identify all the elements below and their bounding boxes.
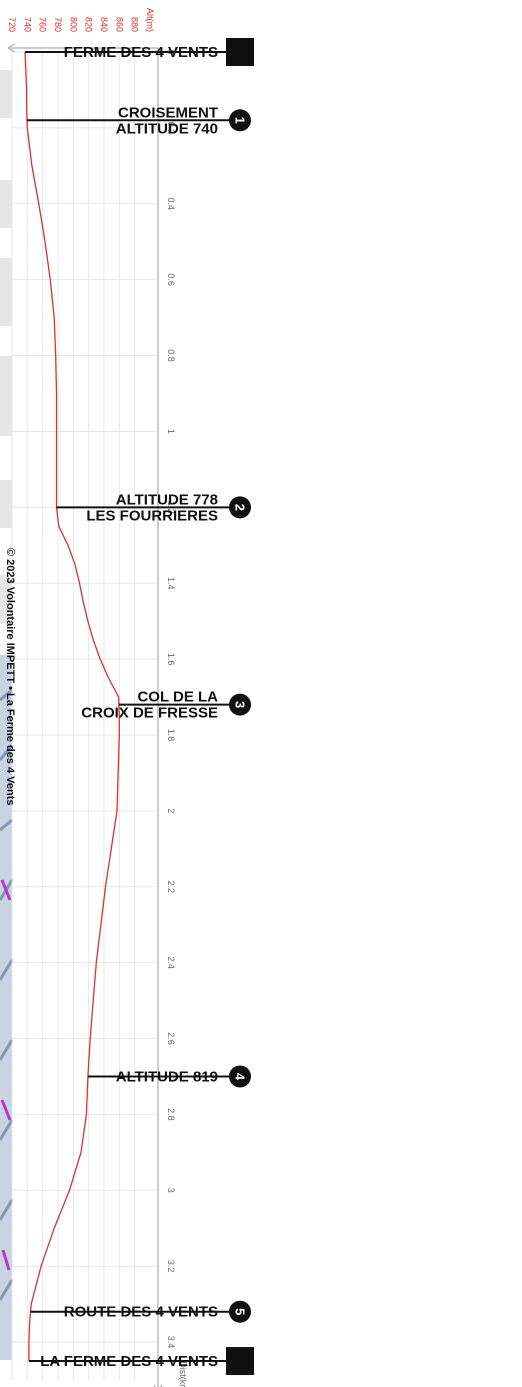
waypoint-circle-marker — [229, 496, 251, 519]
x-tick-label: 0.6 — [166, 273, 176, 286]
waypoint-number: 1 — [233, 117, 248, 124]
x-tick-label: 2.6 — [166, 1032, 176, 1045]
waypoint-label: ALTITUDE 778 — [116, 491, 218, 508]
y-axis-arrow — [7, 43, 16, 53]
x-tick-label: 3 — [166, 1188, 176, 1193]
waypoint-label: CROISEMENT — [118, 104, 218, 121]
chart-axes — [7, 43, 163, 1387]
waypoint-number: 3 — [233, 701, 248, 708]
x-tick-label: 2.4 — [166, 956, 176, 969]
y-tick-label: 720 — [7, 17, 17, 32]
x-tick-label: 1 — [166, 429, 176, 434]
waypoint-label: ROUTE DES 4 VENTS — [64, 1304, 218, 1321]
waypoint-circle-marker — [229, 693, 251, 716]
waypoint-wp5: 5 ROUTE DES 4 VENTS — [30, 1300, 251, 1323]
waypoint-label: ALTITUDE 819 — [116, 1068, 218, 1085]
map-fragment-box — [0, 356, 12, 436]
y-tick-label: 860 — [114, 17, 124, 32]
waypoint-number: 4 — [233, 1073, 248, 1081]
waypoint-label: FERME DES 4 VENTS — [64, 44, 218, 61]
x-axis-title: Dist(km) — [178, 1361, 188, 1387]
elevation-profile-line — [24, 51, 120, 1361]
waypoint-circle-marker — [229, 1300, 251, 1323]
waypoint-label: CROIX DE FRESSE — [81, 705, 218, 722]
x-tick-label: 2.2 — [166, 880, 176, 893]
waypoint-label: LES FOURRIERES — [86, 507, 218, 524]
x-axis-arrow — [153, 1384, 163, 1387]
x-tick-label: 0.2 — [166, 122, 176, 135]
chart-tick-labels: 00.20.40.60.811.21.41.61.822.22.42.62.83… — [7, 8, 188, 1387]
y-tick-label: 760 — [38, 17, 48, 32]
waypoint-wp4: 4 ALTITUDE 819 — [87, 1065, 251, 1088]
waypoint-number: 2 — [233, 504, 248, 511]
y-tick-label: 740 — [22, 17, 32, 32]
waypoint-number: 5 — [233, 1308, 248, 1315]
x-tick-label: 1.4 — [166, 577, 176, 590]
waypoint-start: FERME DES 4 VENTS — [25, 38, 254, 66]
y-axis-title: Alt(m) — [145, 8, 155, 32]
copyright-text: © 2023 Volontaire IMPETT • La Ferme des … — [4, 548, 16, 806]
x-tick-label: 1.8 — [166, 729, 176, 742]
y-tick-label: 820 — [84, 17, 94, 32]
waypoint-label: COL DE LA — [137, 689, 218, 706]
map-thumbnail — [0, 655, 12, 1360]
waypoint-label: LA FERME DES 4 VENTS — [40, 1353, 218, 1370]
y-tick-label: 780 — [53, 17, 63, 32]
x-tick-label: 0.8 — [166, 349, 176, 362]
y-tick-label: 800 — [68, 17, 78, 32]
map-strip — [0, 0, 14, 1360]
x-tick-label: 3.4 — [166, 1336, 176, 1349]
x-tick-label: 3.2 — [166, 1260, 176, 1273]
map-fragment-box — [0, 258, 12, 326]
y-tick-label: 880 — [130, 17, 140, 32]
map-fragment-box — [0, 480, 12, 528]
x-tick-label: 2 — [166, 808, 176, 813]
y-tick-label: 840 — [99, 17, 109, 32]
waypoint-end: LA FERME DES 4 VENTS — [28, 1347, 254, 1376]
waypoint-label: ALTITUDE 740 — [116, 120, 218, 137]
x-tick-label: 0.4 — [166, 198, 176, 211]
map-fragment-box — [0, 70, 12, 118]
waypoint-circle-marker — [229, 109, 251, 132]
waypoint-square-marker — [226, 1347, 254, 1376]
waypoint-circle-marker — [229, 1065, 251, 1088]
waypoint-square-marker — [226, 38, 254, 66]
x-tick-label: 2.8 — [166, 1108, 176, 1121]
x-tick-label: 1.6 — [166, 653, 176, 666]
map-fragment-box — [0, 575, 12, 623]
map-fragment-box — [0, 180, 12, 228]
